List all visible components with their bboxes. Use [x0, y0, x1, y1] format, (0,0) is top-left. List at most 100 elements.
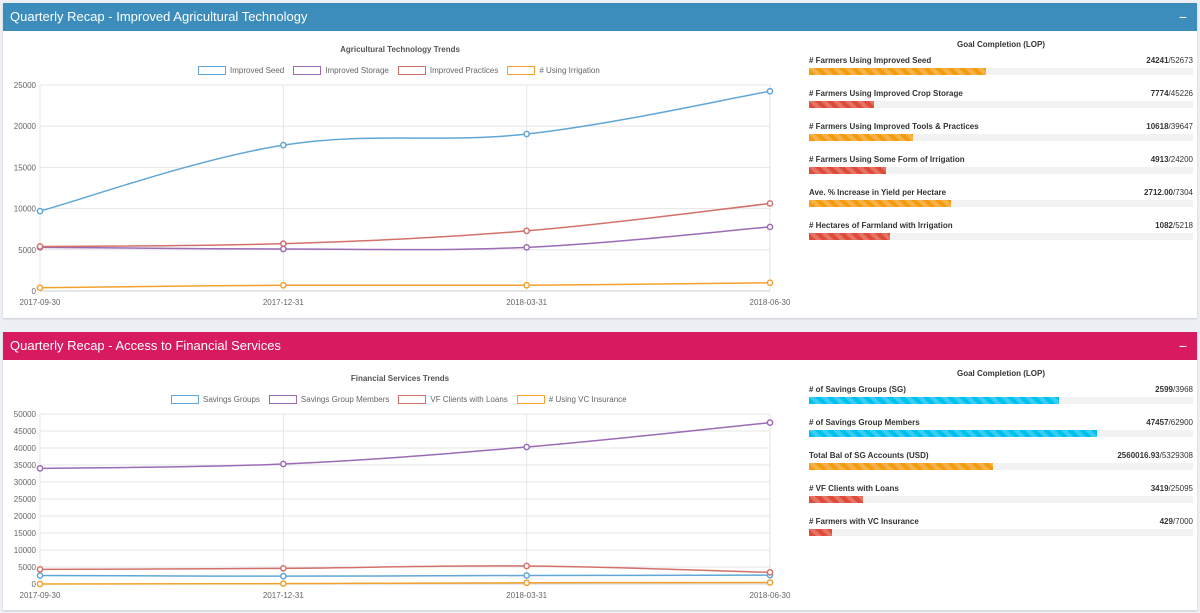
data-point[interactable]: [766, 200, 774, 207]
goal-value: 4913/24200: [1150, 155, 1193, 164]
y-tick-label: 25000: [14, 495, 37, 504]
progress-bar: [809, 200, 952, 207]
data-point[interactable]: [279, 460, 287, 468]
goal-value: 3419/25095: [1150, 484, 1193, 493]
data-point[interactable]: [523, 579, 531, 587]
series-line: [39, 90, 771, 212]
data-point[interactable]: [766, 279, 774, 287]
legend-item[interactable]: Improved Seed: [198, 66, 284, 75]
goal-value: 429/7000: [1159, 517, 1193, 526]
goal-label: # Farmers Using Improved Tools & Practic…: [809, 122, 979, 131]
data-point[interactable]: [279, 245, 287, 253]
data-point[interactable]: [523, 572, 531, 579]
goal-label: # Farmers Using Improved Crop Storage: [809, 89, 963, 98]
goal-label: # VF Clients with Loans: [809, 484, 899, 493]
data-point[interactable]: [766, 223, 774, 231]
panel-title: Quarterly Recap - Improved Agricultural …: [10, 9, 308, 24]
data-point[interactable]: [523, 443, 531, 451]
data-point[interactable]: [36, 566, 44, 573]
progress-track: [809, 496, 1193, 503]
progress-track: [809, 167, 1193, 174]
x-tick-label: 2018-06-30: [750, 591, 791, 600]
legend-swatch: [171, 395, 199, 404]
x-tick-label: 2017-12-31: [263, 591, 304, 600]
data-point[interactable]: [36, 284, 44, 292]
y-tick-label: 20000: [14, 512, 37, 521]
legend-item[interactable]: Improved Practices: [397, 66, 498, 75]
goals-title: Goal Completion (LOP): [957, 40, 1045, 49]
x-tick-label: 2018-03-31: [506, 298, 547, 307]
data-point[interactable]: [36, 243, 44, 250]
data-point[interactable]: [766, 419, 774, 426]
legend-item[interactable]: VF Clients with Loans: [398, 395, 508, 404]
y-tick-label: 5000: [18, 246, 36, 255]
legend-swatch: [268, 395, 297, 404]
series-line: [39, 421, 771, 470]
progress-bar: [809, 463, 994, 470]
legend-item[interactable]: Savings Groups: [171, 395, 260, 404]
collapse-icon[interactable]: −: [1178, 338, 1187, 354]
data-point[interactable]: [36, 465, 44, 472]
series-line: [39, 581, 771, 585]
y-tick-label: 10000: [14, 205, 37, 214]
data-point[interactable]: [523, 281, 531, 289]
legend-item[interactable]: # Using VC Insurance: [516, 395, 627, 404]
y-tick-label: 20000: [14, 122, 37, 131]
data-point[interactable]: [523, 130, 531, 138]
data-point[interactable]: [523, 562, 531, 570]
legend-item[interactable]: Savings Group Members: [268, 395, 389, 404]
goal-value: 24241/52673: [1146, 56, 1193, 65]
data-point[interactable]: [766, 569, 774, 576]
goal-value: 1082/5218: [1155, 221, 1193, 230]
y-tick-label: 5000: [18, 563, 36, 572]
progress-track: [809, 200, 1193, 207]
line-chart: 0 5000 10000 15000 20000 25000 2017-09-30 2017-…: [14, 81, 791, 307]
data-point[interactable]: [279, 240, 287, 247]
chart-legend: Savings Groups Savings Group Members VF Cl…: [171, 395, 627, 404]
legend-swatch: [398, 395, 427, 404]
goal-label: Ave. % Increase in Yield per Hectare: [809, 188, 947, 197]
panel-header: Quarterly Recap - Improved Agricultural …: [3, 3, 1197, 31]
progress-bar: [809, 101, 875, 108]
progress-track: [809, 397, 1193, 404]
goal-item: # Farmers Using Improved Tools & Practic…: [809, 122, 1193, 141]
progress-track: [809, 134, 1193, 141]
panel-agri-tech: Quarterly Recap - Improved Agricultural …: [3, 3, 1197, 318]
data-point[interactable]: [36, 580, 44, 588]
goal-value: 2599/3968: [1155, 385, 1193, 394]
y-tick-label: 15000: [14, 163, 37, 172]
progress-bar: [809, 430, 1097, 437]
progress-bar: [809, 68, 986, 75]
data-point[interactable]: [523, 243, 531, 251]
data-point[interactable]: [279, 281, 287, 289]
series-line: [39, 282, 771, 289]
data-point[interactable]: [36, 572, 44, 579]
data-point[interactable]: [279, 580, 287, 588]
goal-item: Total Bal of SG Accounts (USD) 2560016.93…: [809, 451, 1193, 470]
progress-track: [809, 68, 1193, 75]
progress-track: [809, 430, 1193, 437]
goal-item: # Farmers with VC Insurance 429/7000: [809, 517, 1193, 536]
data-point[interactable]: [766, 579, 774, 586]
y-tick-label: 15000: [14, 529, 37, 538]
y-tick-label: 25000: [14, 81, 37, 90]
collapse-icon[interactable]: −: [1178, 9, 1187, 25]
data-point[interactable]: [279, 572, 287, 580]
data-point[interactable]: [523, 227, 531, 235]
progress-track: [809, 463, 1193, 470]
legend-label: Improved Seed: [230, 66, 285, 75]
data-point[interactable]: [766, 87, 774, 95]
progress-bar: [809, 167, 886, 174]
legend-swatch: [507, 66, 536, 75]
data-point[interactable]: [279, 565, 287, 572]
y-tick-label: 50000: [14, 410, 37, 419]
progress-track: [809, 101, 1193, 108]
goal-label: # Farmers with VC Insurance: [809, 517, 919, 526]
legend-item[interactable]: Improved Storage: [293, 66, 389, 75]
legend-item[interactable]: # Using Irrigation: [507, 66, 600, 75]
data-point[interactable]: [36, 207, 44, 215]
progress-bar: [809, 233, 890, 240]
legend-swatch: [516, 395, 545, 404]
goal-item: # Hectares of Farmland with Irrigation 10…: [809, 221, 1193, 240]
data-point[interactable]: [279, 141, 287, 149]
